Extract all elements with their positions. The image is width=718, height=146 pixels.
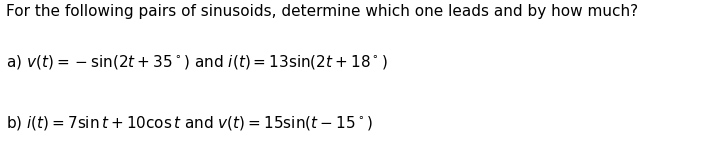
Text: a) $v(t) = -\sin(2t + 35^\circ)$ and $i(t) = 13\sin(2t + 18^\circ)$: a) $v(t) = -\sin(2t + 35^\circ)$ and $i(… — [6, 53, 388, 71]
Text: b) $i(t) = 7\sin t + 10\cos t$ and $v(t) = 15\sin(t - 15^\circ)$: b) $i(t) = 7\sin t + 10\cos t$ and $v(t)… — [6, 114, 373, 132]
Text: For the following pairs of sinusoids, determine which one leads and by how much?: For the following pairs of sinusoids, de… — [6, 4, 638, 19]
